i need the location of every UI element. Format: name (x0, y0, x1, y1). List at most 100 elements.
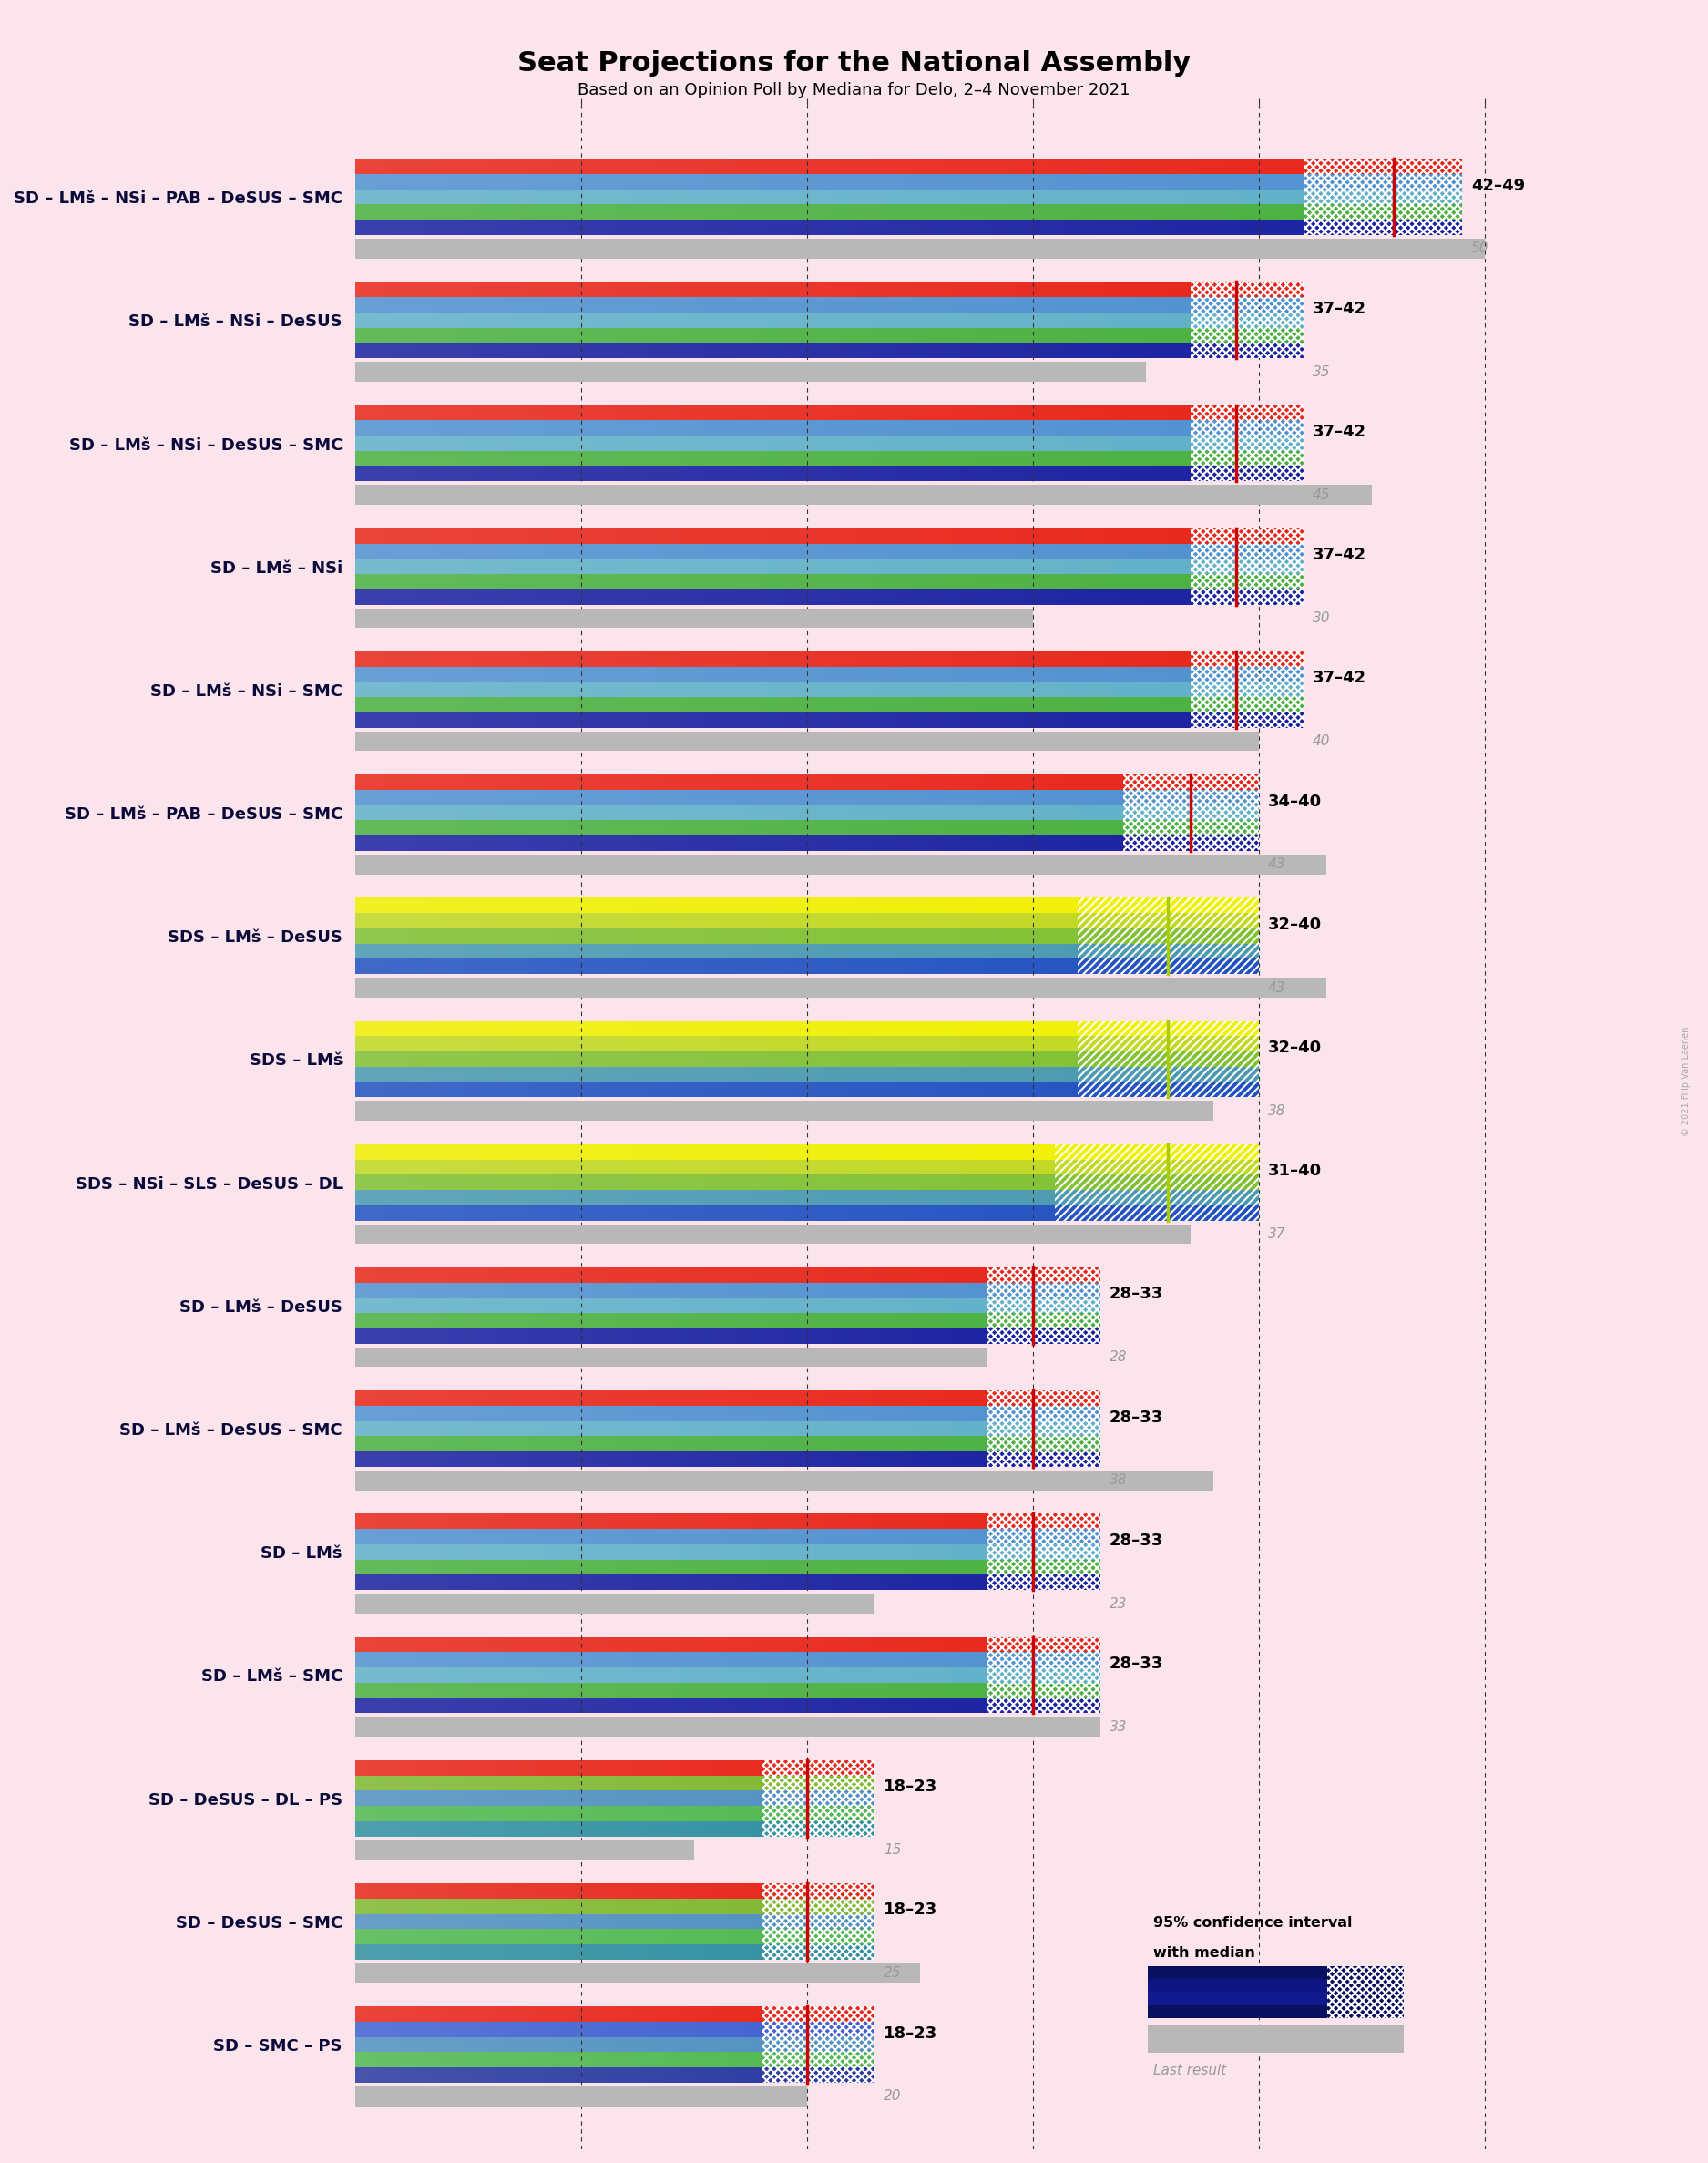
Bar (828, 1698, 832, 1713)
Bar (446, 1051, 449, 1066)
Bar (740, 898, 743, 913)
Bar (869, 958, 874, 973)
Bar (473, 958, 477, 973)
Bar (1056, 1529, 1059, 1544)
Bar (605, 1283, 608, 1298)
Bar (545, 1268, 548, 1283)
Bar (1231, 1066, 1237, 1082)
Bar (581, 1021, 586, 1036)
Bar (748, 558, 753, 573)
Bar (483, 528, 488, 543)
Bar (917, 1560, 922, 1575)
Bar (1081, 573, 1086, 588)
Bar (531, 558, 535, 573)
Bar (564, 1514, 567, 1529)
Bar (1105, 1159, 1110, 1175)
Bar (1129, 435, 1132, 450)
Bar (863, 1451, 866, 1467)
Bar (1148, 712, 1151, 727)
Bar (661, 1806, 664, 1821)
Bar (699, 1421, 702, 1436)
Bar (770, 1190, 775, 1205)
Bar (1237, 435, 1242, 450)
Bar (526, 1190, 531, 1205)
Bar (605, 1560, 608, 1575)
Bar (1295, 344, 1300, 359)
Bar (355, 1575, 359, 1590)
Bar (1240, 1051, 1245, 1066)
Bar (449, 1899, 451, 1914)
Bar (844, 404, 849, 420)
Bar (873, 2068, 874, 2083)
Bar (459, 1190, 463, 1205)
Bar (355, 1268, 359, 1283)
Bar (594, 1884, 596, 1899)
Bar (589, 1637, 594, 1653)
Bar (893, 898, 897, 913)
Bar (967, 1313, 970, 1328)
Bar (494, 1914, 495, 1929)
Bar (847, 805, 852, 820)
Bar (449, 1776, 451, 1791)
Bar (430, 1637, 434, 1653)
Bar (541, 1899, 545, 1914)
Bar (574, 712, 577, 727)
Bar (818, 1945, 820, 1960)
Bar (705, 696, 711, 712)
Bar (374, 1051, 377, 1066)
Bar (603, 928, 608, 943)
Bar (1105, 404, 1108, 420)
Bar (547, 2022, 550, 2038)
Bar (572, 1051, 577, 1066)
Bar (1044, 311, 1047, 329)
Bar (851, 1268, 854, 1283)
Bar (526, 774, 531, 789)
Bar (364, 928, 369, 943)
Bar (758, 281, 763, 296)
Bar (459, 1761, 461, 1776)
Bar (1097, 835, 1100, 850)
Bar (459, 344, 465, 359)
Bar (1004, 1406, 1008, 1421)
Bar (1237, 558, 1242, 573)
Bar (444, 1821, 446, 1836)
Bar (757, 1082, 762, 1097)
Bar (775, 958, 781, 973)
Bar (1167, 404, 1172, 420)
Bar (813, 1328, 816, 1343)
Bar (699, 1283, 702, 1298)
Bar (753, 666, 758, 681)
Bar (1250, 1051, 1254, 1066)
Bar (784, 820, 789, 835)
Bar (1037, 1436, 1040, 1451)
Bar (485, 2007, 487, 2022)
Bar (582, 1406, 586, 1421)
Bar (541, 1821, 545, 1836)
Bar (389, 1945, 391, 1960)
Bar (608, 1205, 613, 1220)
Bar (471, 1328, 475, 1343)
Bar (687, 450, 692, 467)
Bar (830, 329, 834, 344)
Bar (601, 712, 606, 727)
Bar (676, 943, 680, 958)
Bar (1209, 420, 1214, 435)
Bar (526, 1761, 529, 1776)
Bar (487, 2022, 490, 2038)
Bar (844, 2068, 845, 2083)
Bar (849, 558, 854, 573)
Bar (777, 344, 782, 359)
Bar (697, 296, 702, 311)
Bar (388, 311, 393, 329)
Bar (1040, 1268, 1045, 1283)
Bar (1021, 1698, 1027, 1713)
Bar (1064, 158, 1069, 173)
Bar (726, 311, 729, 329)
Bar (1124, 1175, 1127, 1190)
Bar (384, 1268, 389, 1283)
Bar (646, 1328, 649, 1343)
Bar (980, 281, 986, 296)
Bar (376, 2022, 379, 2038)
Bar (697, 573, 702, 588)
Bar (1033, 1668, 1037, 1683)
